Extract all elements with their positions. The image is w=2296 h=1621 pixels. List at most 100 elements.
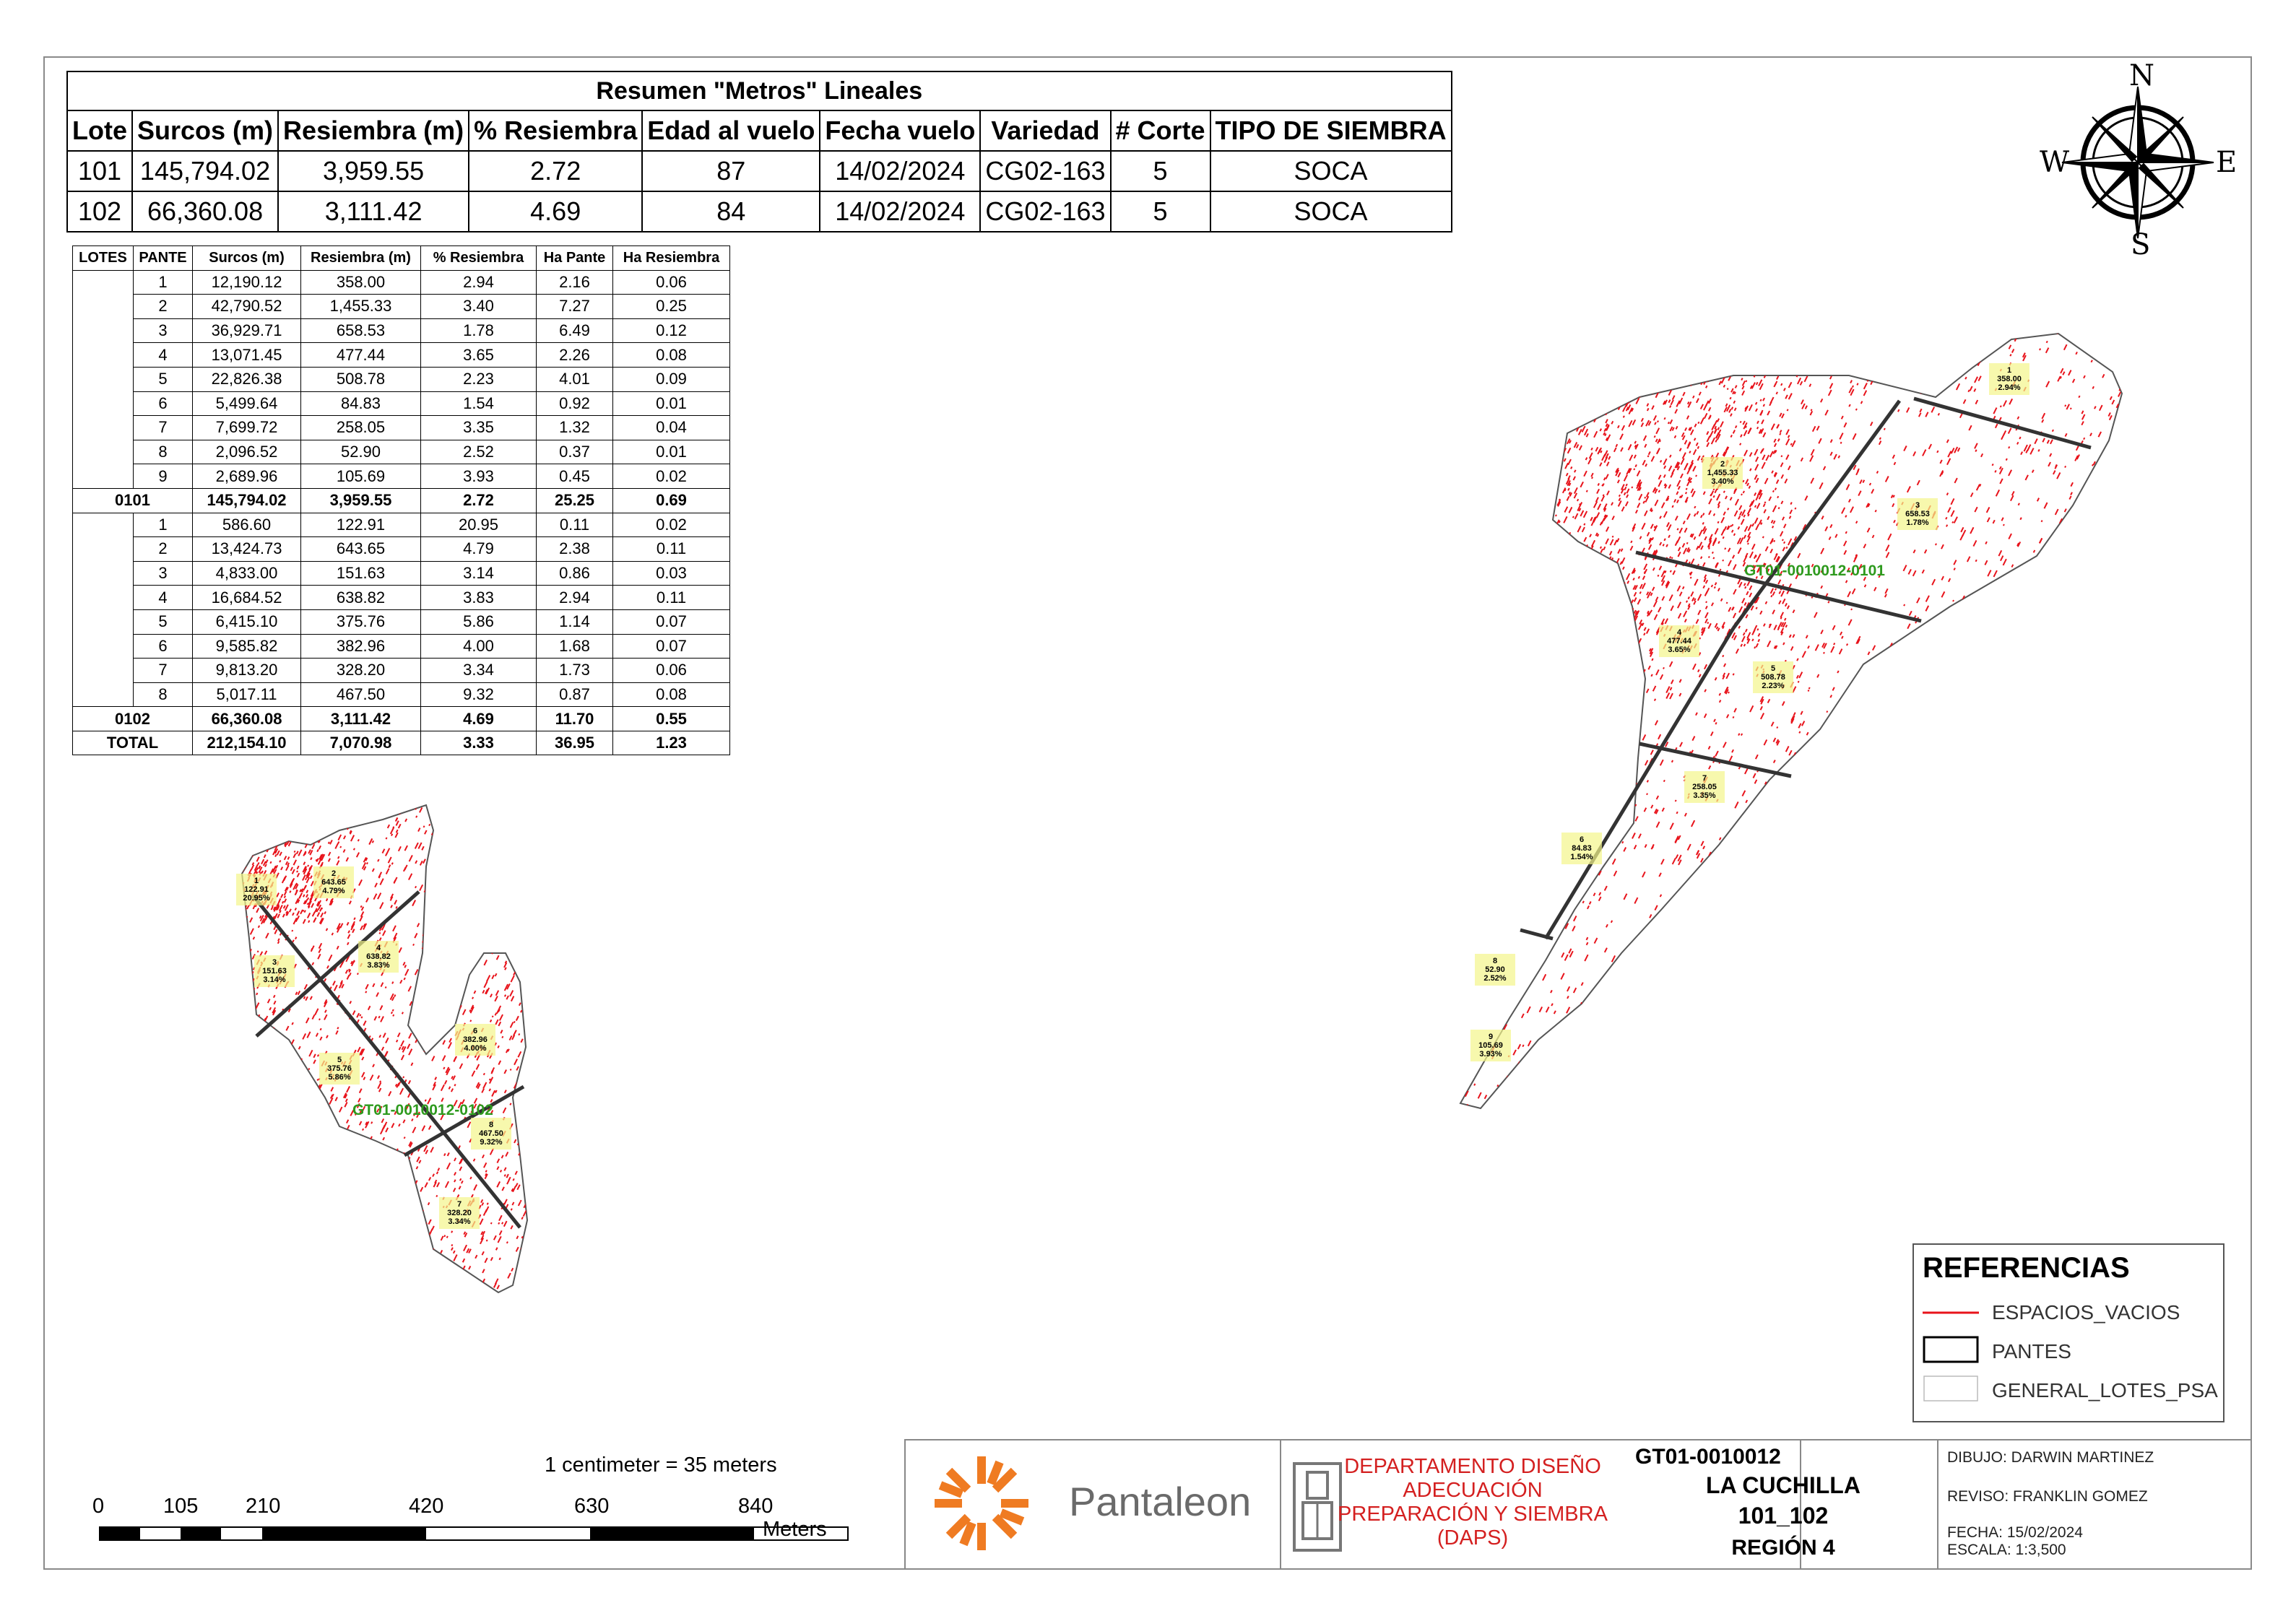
table-cell: 0.11 (612, 536, 730, 562)
table-row: 6 5,499.64 84.83 1.54 0.92 0.01 (72, 391, 730, 417)
table-cell: 13,071.45 (192, 342, 301, 368)
summary-cell: 101 (66, 150, 133, 192)
summary-title: Resumen "Metros" Lineales (66, 71, 1452, 111)
table-cell: 2.16 (536, 269, 613, 295)
table-cell: 0.02 (612, 464, 730, 489)
table-cell: 42,790.52 (192, 294, 301, 319)
table-cell: 0.07 (612, 609, 730, 635)
summary-header-row: Lote Surcos (m) Resiembra (m) % Resiembr… (66, 110, 1452, 152)
table-cell: 5 (133, 609, 193, 635)
summary-cell: 66,360.08 (131, 191, 280, 232)
table-cell: 4 (133, 585, 193, 610)
table-cell: 25.25 (536, 487, 613, 513)
table-cell: 9 (133, 464, 193, 489)
table-cell: 5,017.11 (192, 682, 301, 708)
table-cell: 13,424.73 (192, 536, 301, 562)
summary-cell: 14/02/2024 (819, 191, 982, 232)
detail-header: Ha Resiembra (612, 245, 730, 271)
table-cell: 0.11 (536, 512, 613, 538)
summary-header: Fecha vuelo (819, 110, 982, 152)
summary-cell: 87 (641, 150, 821, 192)
table-cell: 9,585.82 (192, 633, 301, 659)
table-cell: 7 (133, 415, 193, 440)
summary-cell: 4.69 (468, 191, 644, 232)
table-cell: 9.32 (420, 682, 537, 708)
table-cell: 0.25 (612, 294, 730, 319)
lote-cell (72, 536, 134, 562)
summary-cell: 14/02/2024 (819, 150, 982, 192)
table-cell: 3.34 (420, 658, 537, 683)
table-cell: 586.60 (192, 512, 301, 538)
subtotal-row: 0102 66,360.08 3,111.42 4.69 11.70 0.55 (72, 706, 730, 731)
table-row: 3 36,929.71 658.53 1.78 6.49 0.12 (72, 318, 730, 344)
lote-cell (72, 561, 134, 586)
subtotal-row: 0101 145,794.02 3,959.55 2.72 25.25 0.69 (72, 487, 730, 513)
table-cell: 2,096.52 (192, 439, 301, 465)
table-cell: 9,813.20 (192, 658, 301, 683)
table-cell: 8 (133, 439, 193, 465)
table-cell: 1.32 (536, 415, 613, 440)
summary-header: Surcos (m) (131, 110, 280, 152)
summary-row: 101 145,794.02 3,959.55 2.72 87 14/02/20… (66, 150, 1452, 192)
lote-cell (72, 682, 134, 707)
table-cell: 1.68 (536, 633, 613, 659)
table-cell: 1.54 (420, 391, 537, 417)
table-row: 7 7,699.72 258.05 3.35 1.32 0.04 (72, 415, 730, 440)
table-cell: 3 (133, 318, 193, 344)
table-cell: 0.69 (612, 487, 730, 513)
table-cell: 0.55 (612, 706, 730, 731)
table-cell: 0.07 (612, 633, 730, 659)
compass-east: E (2216, 146, 2237, 179)
table-cell: 122.91 (300, 512, 421, 538)
lote-cell (72, 342, 134, 368)
summary-header: TIPO DE SIEMBRA (1209, 110, 1452, 152)
table-cell: 6,415.10 (192, 609, 301, 635)
lote-cell (72, 634, 134, 659)
table-cell: 2.52 (420, 439, 537, 465)
table-cell: 1 (133, 512, 193, 538)
table-cell: 1.73 (536, 658, 613, 683)
lote-cell (72, 391, 134, 416)
table-row: 8 2,096.52 52.90 2.52 0.37 0.01 (72, 439, 730, 465)
lote-cell (72, 318, 134, 343)
table-cell: 0.06 (612, 658, 730, 683)
table-cell: 0.11 (612, 585, 730, 610)
compass-west: W (2040, 146, 2070, 179)
table-cell: 0.02 (612, 512, 730, 538)
table-cell: 4,833.00 (192, 560, 301, 586)
table-cell: 145,794.02 (192, 487, 301, 513)
table-cell: 0.45 (536, 464, 613, 489)
detail-header: PANTE (133, 245, 193, 271)
lote-cell (72, 294, 134, 319)
table-cell: 2.26 (536, 342, 613, 368)
table-cell: 11.70 (536, 706, 613, 731)
table-cell: TOTAL (72, 730, 193, 756)
table-cell: 5,499.64 (192, 391, 301, 417)
detail-header: Ha Pante (536, 245, 613, 271)
table-cell: 0.04 (612, 415, 730, 440)
table-cell: 358.00 (300, 269, 421, 295)
table-cell: 0.09 (612, 366, 730, 392)
table-cell: 382.96 (300, 633, 421, 659)
table-cell: 3.83 (420, 585, 537, 610)
table-cell: 151.63 (300, 560, 421, 586)
summary-cell: CG02-163 (979, 150, 1112, 192)
lote-cell (72, 609, 134, 634)
north-arrow: N S W E (2040, 59, 2237, 261)
detail-header-row: LOTES PANTE Surcos (m) Resiembra (m) % R… (72, 245, 730, 271)
table-row: 1 586.60 122.91 20.95 0.11 0.02 (72, 512, 730, 538)
lote-cell (72, 658, 134, 683)
total-row: TOTAL 212,154.10 7,070.98 3.33 36.95 1.23 (72, 730, 730, 756)
table-cell: 36,929.71 (192, 318, 301, 344)
table-cell: 36.95 (536, 730, 613, 756)
table-cell: 0.03 (612, 560, 730, 586)
table-cell: 2.38 (536, 536, 613, 562)
table-cell: 0.37 (536, 439, 613, 465)
table-cell: 20.95 (420, 512, 537, 538)
table-cell: 12,190.12 (192, 269, 301, 295)
table-cell: 0.08 (612, 342, 730, 368)
table-cell: 105.69 (300, 464, 421, 489)
table-cell: 258.05 (300, 415, 421, 440)
table-cell: 638.82 (300, 585, 421, 610)
table-cell: 7,070.98 (300, 730, 421, 756)
